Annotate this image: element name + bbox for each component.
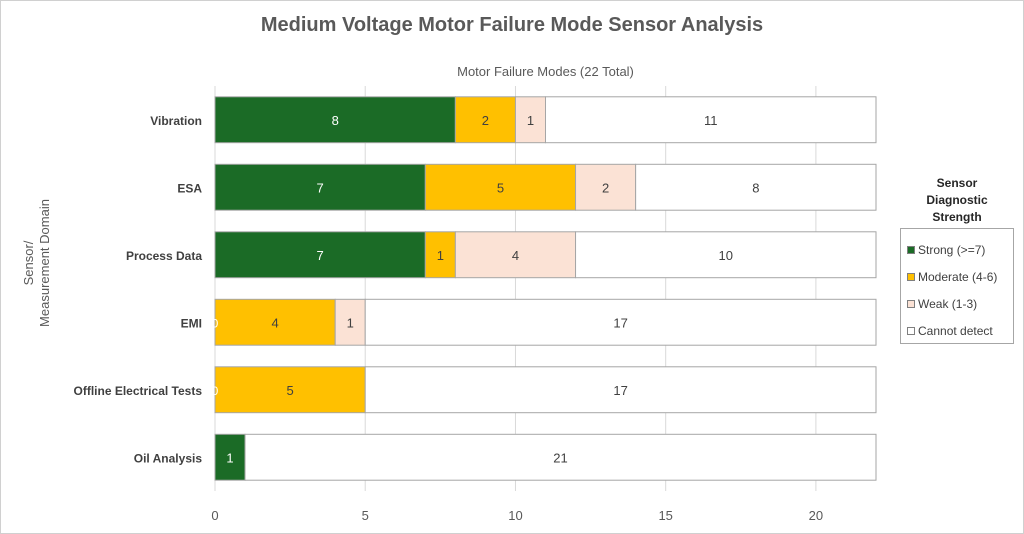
- bar-process-data-cannot-detect: [575, 231, 877, 279]
- legend-item-weak-1-3-: Weak (1-3): [907, 290, 1013, 317]
- x-tick-label-15: 15: [658, 508, 672, 523]
- data-label-vibration-cannot-detect: 11: [704, 113, 718, 128]
- data-label-process-data-strong-7-: 7: [317, 248, 324, 263]
- data-label-process-data-cannot-detect: 10: [719, 248, 733, 263]
- bar-vibration-strong-7-: [214, 96, 456, 144]
- bar-process-data-strong-7-: [214, 231, 426, 279]
- zero-label-emi: 0: [212, 316, 219, 330]
- data-label-esa-weak-1-3-: 2: [602, 180, 609, 195]
- legend-item-moderate-4-6-: Moderate (4-6): [907, 263, 1013, 290]
- data-label-vibration-strong-7-: 8: [332, 113, 339, 128]
- legend-swatch-cannot-detect: [907, 326, 915, 335]
- bar-process-data-weak-1-3-: [454, 231, 577, 279]
- y-tick-label-process-data: Process Data: [126, 249, 202, 263]
- data-label-emi-cannot-detect: 17: [613, 315, 627, 330]
- x-tick-label-5: 5: [362, 508, 369, 523]
- bar-esa-cannot-detect: [635, 163, 877, 211]
- data-label-esa-moderate-4-6-: 5: [497, 180, 504, 195]
- legend-item-strong-7-: Strong (>=7): [907, 236, 1013, 263]
- data-label-process-data-moderate-4-6-: 1: [437, 248, 444, 263]
- data-label-oil-analysis-cannot-detect: 21: [553, 450, 567, 465]
- y-tick-label-emi: EMI: [181, 316, 202, 330]
- data-label-esa-strong-7-: 7: [317, 180, 324, 195]
- legend-label-strong-7-: Strong (>=7): [918, 242, 986, 257]
- data-label-emi-weak-1-3-: 1: [347, 315, 354, 330]
- y-tick-label-esa: ESA: [177, 181, 202, 195]
- bar-vibration-moderate-4-6-: [454, 96, 516, 144]
- data-label-process-data-weak-1-3-: 4: [512, 248, 519, 263]
- legend-label-weak-1-3-: Weak (1-3): [918, 296, 978, 311]
- bar-offline-electrical-tests-moderate-4-6-: [214, 366, 366, 414]
- y-tick-label-vibration: Vibration: [150, 114, 202, 128]
- x-tick-label-20: 20: [809, 508, 823, 523]
- bar-esa-weak-1-3-: [575, 163, 637, 211]
- zero-label-offline-electrical-tests: 0: [212, 384, 219, 398]
- x-tick-label-0: 0: [211, 508, 218, 523]
- x-tick-label-10: 10: [508, 508, 522, 523]
- data-label-vibration-weak-1-3-: 1: [527, 113, 534, 128]
- legend-swatch-moderate-4-6-: [907, 272, 915, 281]
- y-tick-label-offline-electrical-tests: Offline Electrical Tests: [74, 384, 203, 398]
- bar-process-data-moderate-4-6-: [424, 231, 456, 279]
- data-label-offline-electrical-tests-moderate-4-6-: 5: [286, 383, 293, 398]
- x-axis-label: Motor Failure Modes (22 Total): [457, 64, 634, 79]
- data-label-offline-electrical-tests-cannot-detect: 17: [613, 383, 627, 398]
- data-label-oil-analysis-strong-7-: 1: [226, 450, 233, 465]
- chart-title: Medium Voltage Motor Failure Mode Sensor…: [260, 14, 764, 36]
- legend-label-cannot-detect: Cannot detect: [918, 323, 993, 338]
- legend-label-moderate-4-6-: Moderate (4-6): [918, 269, 998, 284]
- bar-vibration-cannot-detect: [545, 96, 877, 144]
- bar-oil-analysis-cannot-detect: [244, 433, 877, 481]
- data-label-emi-moderate-4-6-: 4: [271, 315, 278, 330]
- y-tick-label-oil-analysis: Oil Analysis: [134, 451, 203, 465]
- legend-swatch-weak-1-3-: [907, 299, 915, 308]
- bar-emi-cannot-detect: [364, 298, 877, 346]
- bar-offline-electrical-tests-cannot-detect: [364, 366, 877, 414]
- legend-item-cannot-detect: Cannot detect: [907, 317, 1013, 344]
- legend-swatch-strong-7-: [907, 245, 915, 254]
- legend: Strong (>=7) Moderate (4-6) Weak (1-3) Cann…: [900, 228, 1014, 344]
- legend-title: Sensor Diagnostic Strength: [926, 176, 988, 224]
- bar-oil-analysis-strong-7-: [214, 433, 246, 481]
- data-label-esa-cannot-detect: 8: [752, 180, 759, 195]
- data-label-vibration-moderate-4-6-: 2: [482, 113, 489, 128]
